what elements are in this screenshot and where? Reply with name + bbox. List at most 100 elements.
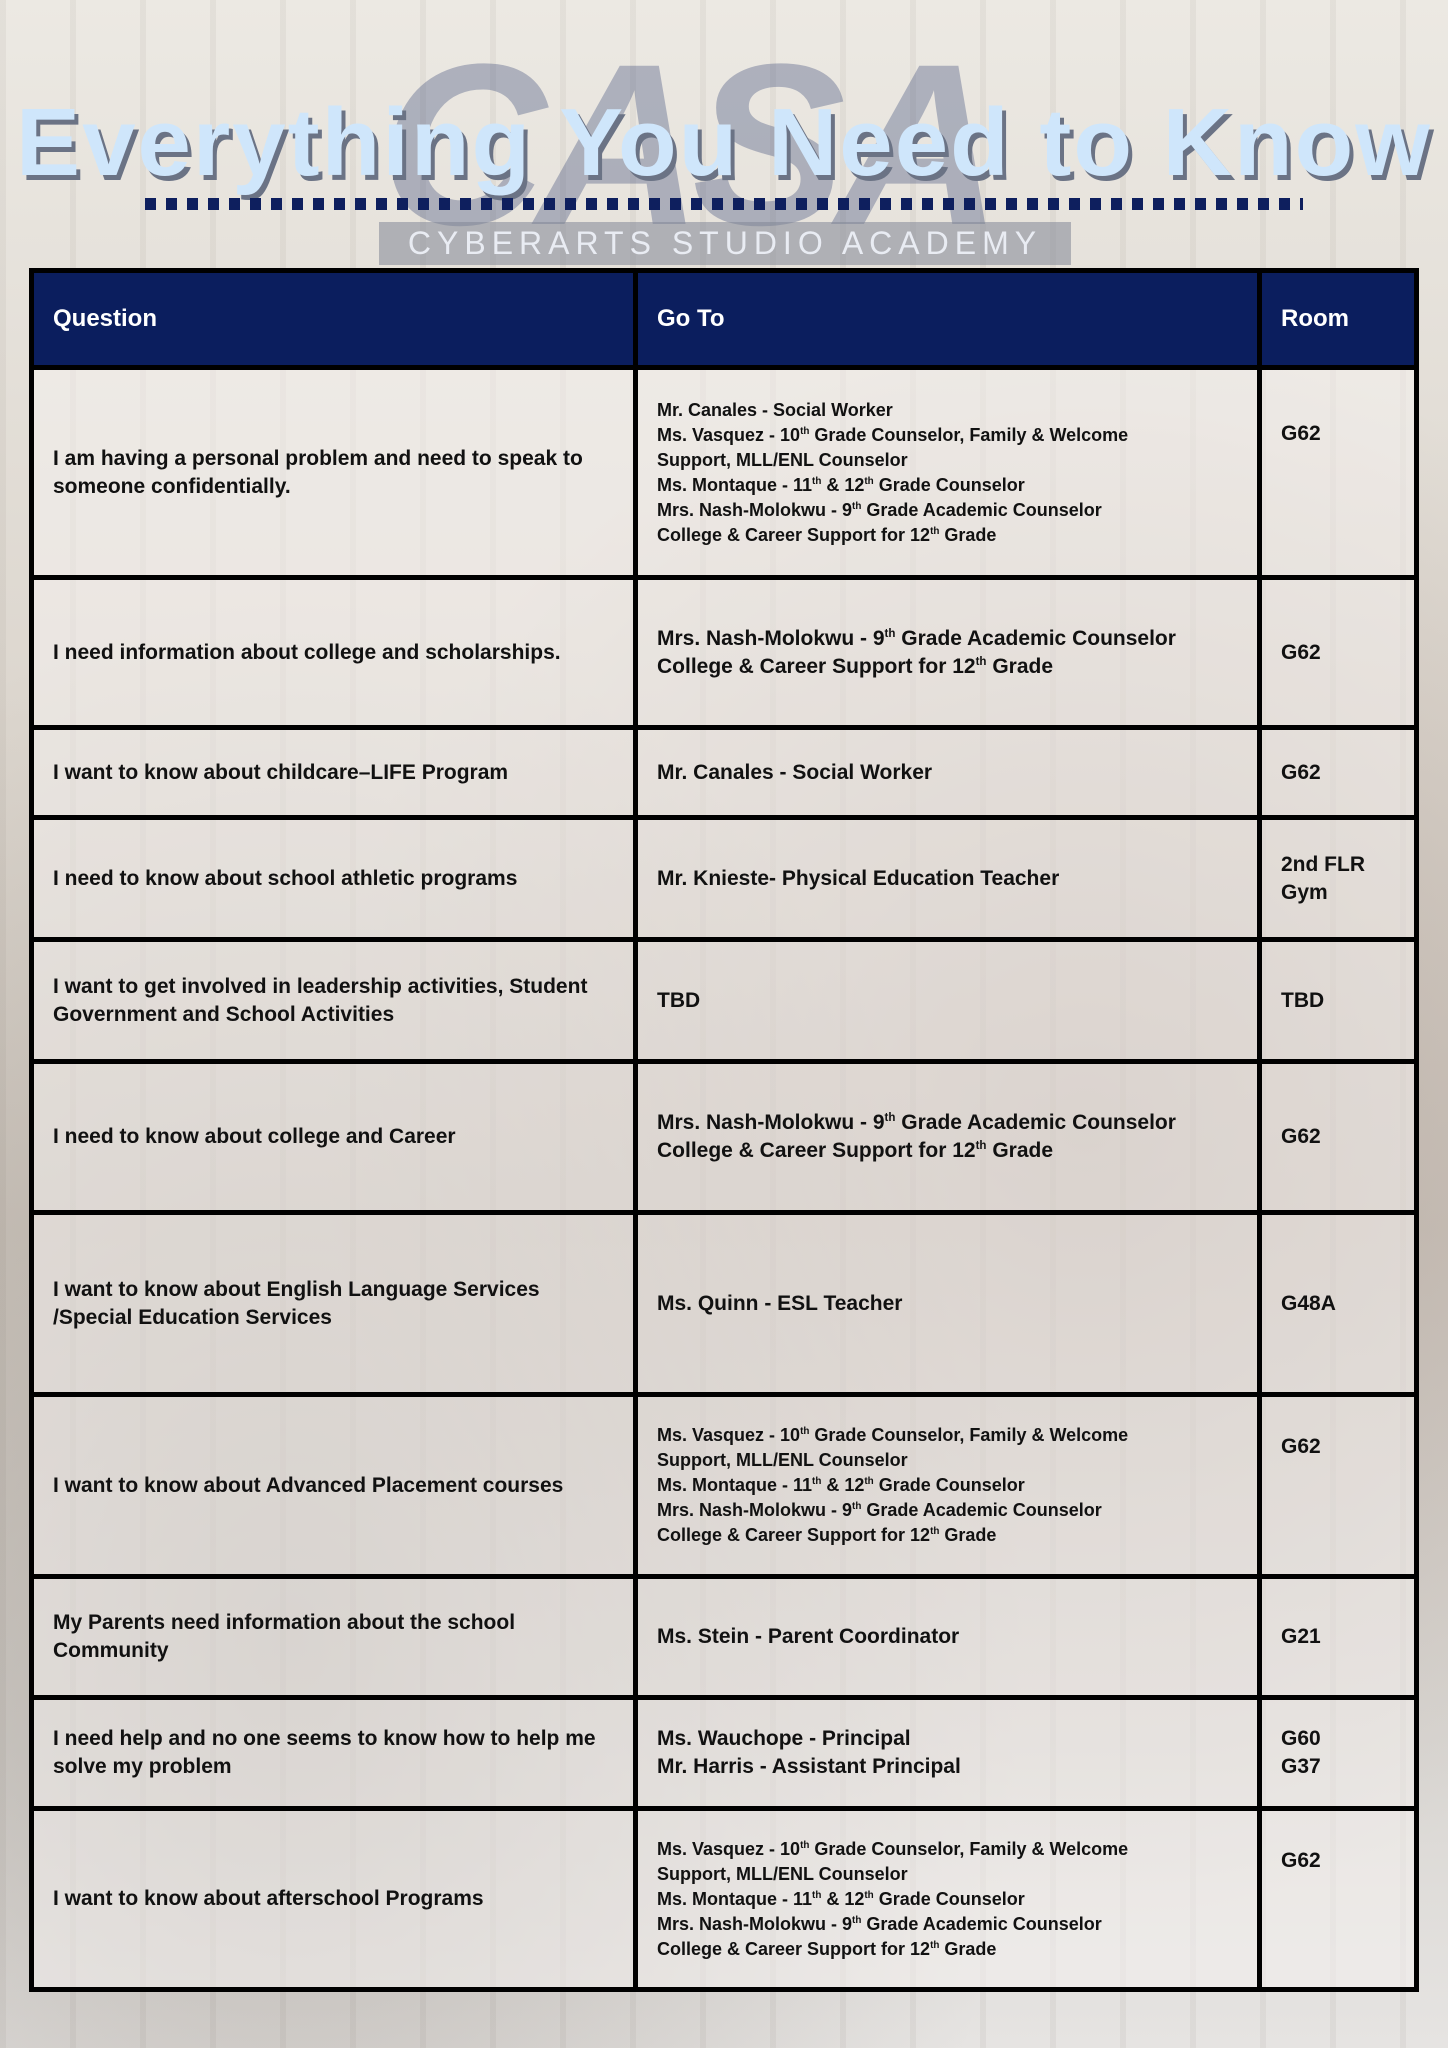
contact-text: Grade Counselor [873, 1475, 1025, 1495]
room-number: G48A [1281, 1291, 1336, 1315]
contact-text: Ms. Vasquez - 10 [657, 424, 801, 445]
room-number: G62 [1281, 1435, 1321, 1458]
contact-line: Mr. Canales - Social Worker [657, 759, 1247, 787]
contact-line: Mrs. Nash-Molokwu - 9th Grade Academic C… [657, 1912, 1247, 1937]
ordinal-suffix: th [812, 1476, 822, 1487]
question-cell: I am having a personal problem and need … [29, 365, 638, 580]
contact-line: Support, MLL/ENL Counselor [657, 448, 1247, 473]
question-cell: I want to know about English Language Se… [29, 1210, 638, 1397]
ordinal-suffix: th [930, 1939, 940, 1951]
contact-text: College & Career Support for 12 [657, 524, 931, 545]
contact-line: Mr. Canales - Social Worker [657, 398, 1247, 423]
goto-cell: Ms. Stein - Parent Coordinator [633, 1574, 1262, 1700]
contact-text: Grade Academic Counselor [861, 1913, 1102, 1934]
table-row: I want to get involved in leadership act… [29, 937, 1419, 1064]
contact-text: Grade Academic Counselor [895, 1111, 1176, 1134]
table-header-row: Question Go To Room [29, 268, 1419, 370]
room-number: G62 [1281, 422, 1321, 445]
table-row: I want to know about afterschool Program… [29, 1806, 1419, 1992]
ordinal-suffix: th [852, 500, 862, 512]
contact-text: Ms. Quinn - ESL Teacher [657, 1291, 903, 1315]
contact-line: Mrs. Nash-Molokwu - 9th Grade Academic C… [657, 1109, 1247, 1137]
contact-text: Grade Counselor, Family & Welcome [809, 424, 1129, 445]
contact-text: College & Career Support for 12 [657, 1938, 931, 1959]
table-row: I want to know about childcare–LIFE Prog… [29, 725, 1419, 820]
contact-text: Mrs. Nash-Molokwu - 9 [657, 626, 885, 650]
room-cell: G21 [1257, 1574, 1419, 1700]
ordinal-suffix: th [812, 475, 822, 487]
question-cell: I need information about college and sch… [29, 575, 638, 730]
contact-text: Ms. Montaque - 11 [657, 1888, 813, 1909]
question-cell: I want to know about afterschool Program… [29, 1806, 638, 1992]
contact-text: Grade [939, 524, 997, 545]
contact-line: Mr. Knieste- Physical Education Teacher [657, 865, 1247, 893]
room-number: G60 [1281, 1727, 1321, 1750]
dotted-divider [145, 198, 1303, 210]
contact-line: Mrs. Nash-Molokwu - 9th Grade Academic C… [657, 1498, 1247, 1523]
contact-text: Ms. Montaque - 11 [657, 1475, 813, 1495]
room-cell: G62 [1257, 365, 1419, 580]
room-cell: 2nd FLR Gym [1257, 815, 1419, 942]
room-number: G62 [1281, 1125, 1321, 1148]
room-number: G62 [1281, 1848, 1321, 1872]
contact-text: Support, MLL/ENL Counselor [657, 1450, 908, 1470]
contact-line: College & Career Support for 12th Grade [657, 523, 1247, 548]
room-cell: G62 [1257, 1392, 1419, 1579]
contact-text: Grade [939, 1938, 997, 1959]
goto-cell: TBD [633, 937, 1262, 1064]
table-row: I am having a personal problem and need … [29, 365, 1419, 580]
contact-line: Mrs. Nash-Molokwu - 9th Grade Academic C… [657, 498, 1247, 523]
contact-line: Support, MLL/ENL Counselor [657, 1448, 1247, 1473]
goto-cell: Ms. Vasquez - 10th Grade Counselor, Fami… [633, 1806, 1262, 1992]
contact-line: College & Career Support for 12th Grade [657, 653, 1247, 681]
contact-text: Support, MLL/ENL Counselor [657, 449, 908, 470]
contact-line: TBD [657, 987, 1247, 1015]
contact-text: Grade Academic Counselor [861, 499, 1102, 520]
contact-text: Grade Counselor [873, 1888, 1025, 1909]
goto-cell: Mr. Canales - Social Worker Ms. Vasquez -… [633, 365, 1262, 580]
contact-line: Ms. Vasquez - 10th Grade Counselor, Fami… [657, 1837, 1247, 1862]
room-number: G62 [1281, 640, 1321, 664]
contact-line: Ms. Wauchope - Principal [657, 1725, 1247, 1753]
contact-line: Ms. Vasquez - 10th Grade Counselor, Fami… [657, 1423, 1247, 1448]
goto-cell: Mr. Canales - Social Worker [633, 725, 1262, 820]
question-cell: My Parents need information about the sc… [29, 1574, 638, 1700]
contact-text: Support, MLL/ENL Counselor [657, 1863, 908, 1884]
room-number: Gym [1281, 880, 1328, 904]
school-name-banner: CYBERARTS STUDIO ACADEMY [379, 222, 1071, 265]
ordinal-suffix: th [812, 1889, 822, 1901]
contact-line: Mr. Harris - Assistant Principal [657, 1753, 1247, 1781]
page-title: Everything You Need to Know [16, 89, 1432, 196]
contact-text: College & Career Support for 12 [657, 1525, 931, 1545]
question-cell: I want to get involved in leadership act… [29, 937, 638, 1064]
ordinal-suffix: th [864, 475, 874, 487]
table-row: I need to know about school athletic pro… [29, 815, 1419, 942]
table-row: I need to know about college and Career M… [29, 1059, 1419, 1215]
room-number: G62 [1281, 760, 1321, 784]
contact-line: Ms. Montaque - 11th & 12th Grade Counsel… [657, 1473, 1247, 1498]
contact-text: Mr. Knieste- Physical Education Teacher [657, 866, 1060, 890]
contact-text: & 12 [821, 474, 865, 495]
contact-text: Mrs. Nash-Molokwu - 9 [657, 499, 853, 520]
ordinal-suffix: th [884, 1112, 896, 1124]
goto-cell: Ms. Quinn - ESL Teacher [633, 1210, 1262, 1397]
contact-text: Grade Counselor, Family & Welcome [809, 1425, 1129, 1445]
table-row: My Parents need information about the sc… [29, 1574, 1419, 1700]
contact-text: Mr. Canales - Social Worker [657, 399, 893, 420]
contact-line: Ms. Vasquez - 10th Grade Counselor, Fami… [657, 423, 1247, 448]
column-header-question: Question [29, 268, 638, 370]
contact-text: Grade Academic Counselor [861, 1500, 1102, 1520]
contact-text: Ms. Montaque - 11 [657, 474, 813, 495]
question-cell: I want to know about Advanced Placement … [29, 1392, 638, 1579]
contact-text: Mr. Canales - Social Worker [657, 760, 933, 784]
room-cell: G62 [1257, 575, 1419, 730]
contact-text: TBD [657, 988, 701, 1012]
contact-line: Mrs. Nash-Molokwu - 9th Grade Academic C… [657, 625, 1247, 653]
info-table: Question Go To Room I am having a person… [29, 268, 1419, 1992]
ordinal-suffix: th [930, 525, 940, 537]
ordinal-suffix: th [975, 1140, 987, 1152]
contact-text: Mr. Harris - Assistant Principal [657, 1755, 961, 1778]
ordinal-suffix: th [852, 1501, 862, 1512]
contact-text: Ms. Vasquez - 10 [657, 1425, 801, 1445]
room-cell: TBD [1257, 937, 1419, 1064]
